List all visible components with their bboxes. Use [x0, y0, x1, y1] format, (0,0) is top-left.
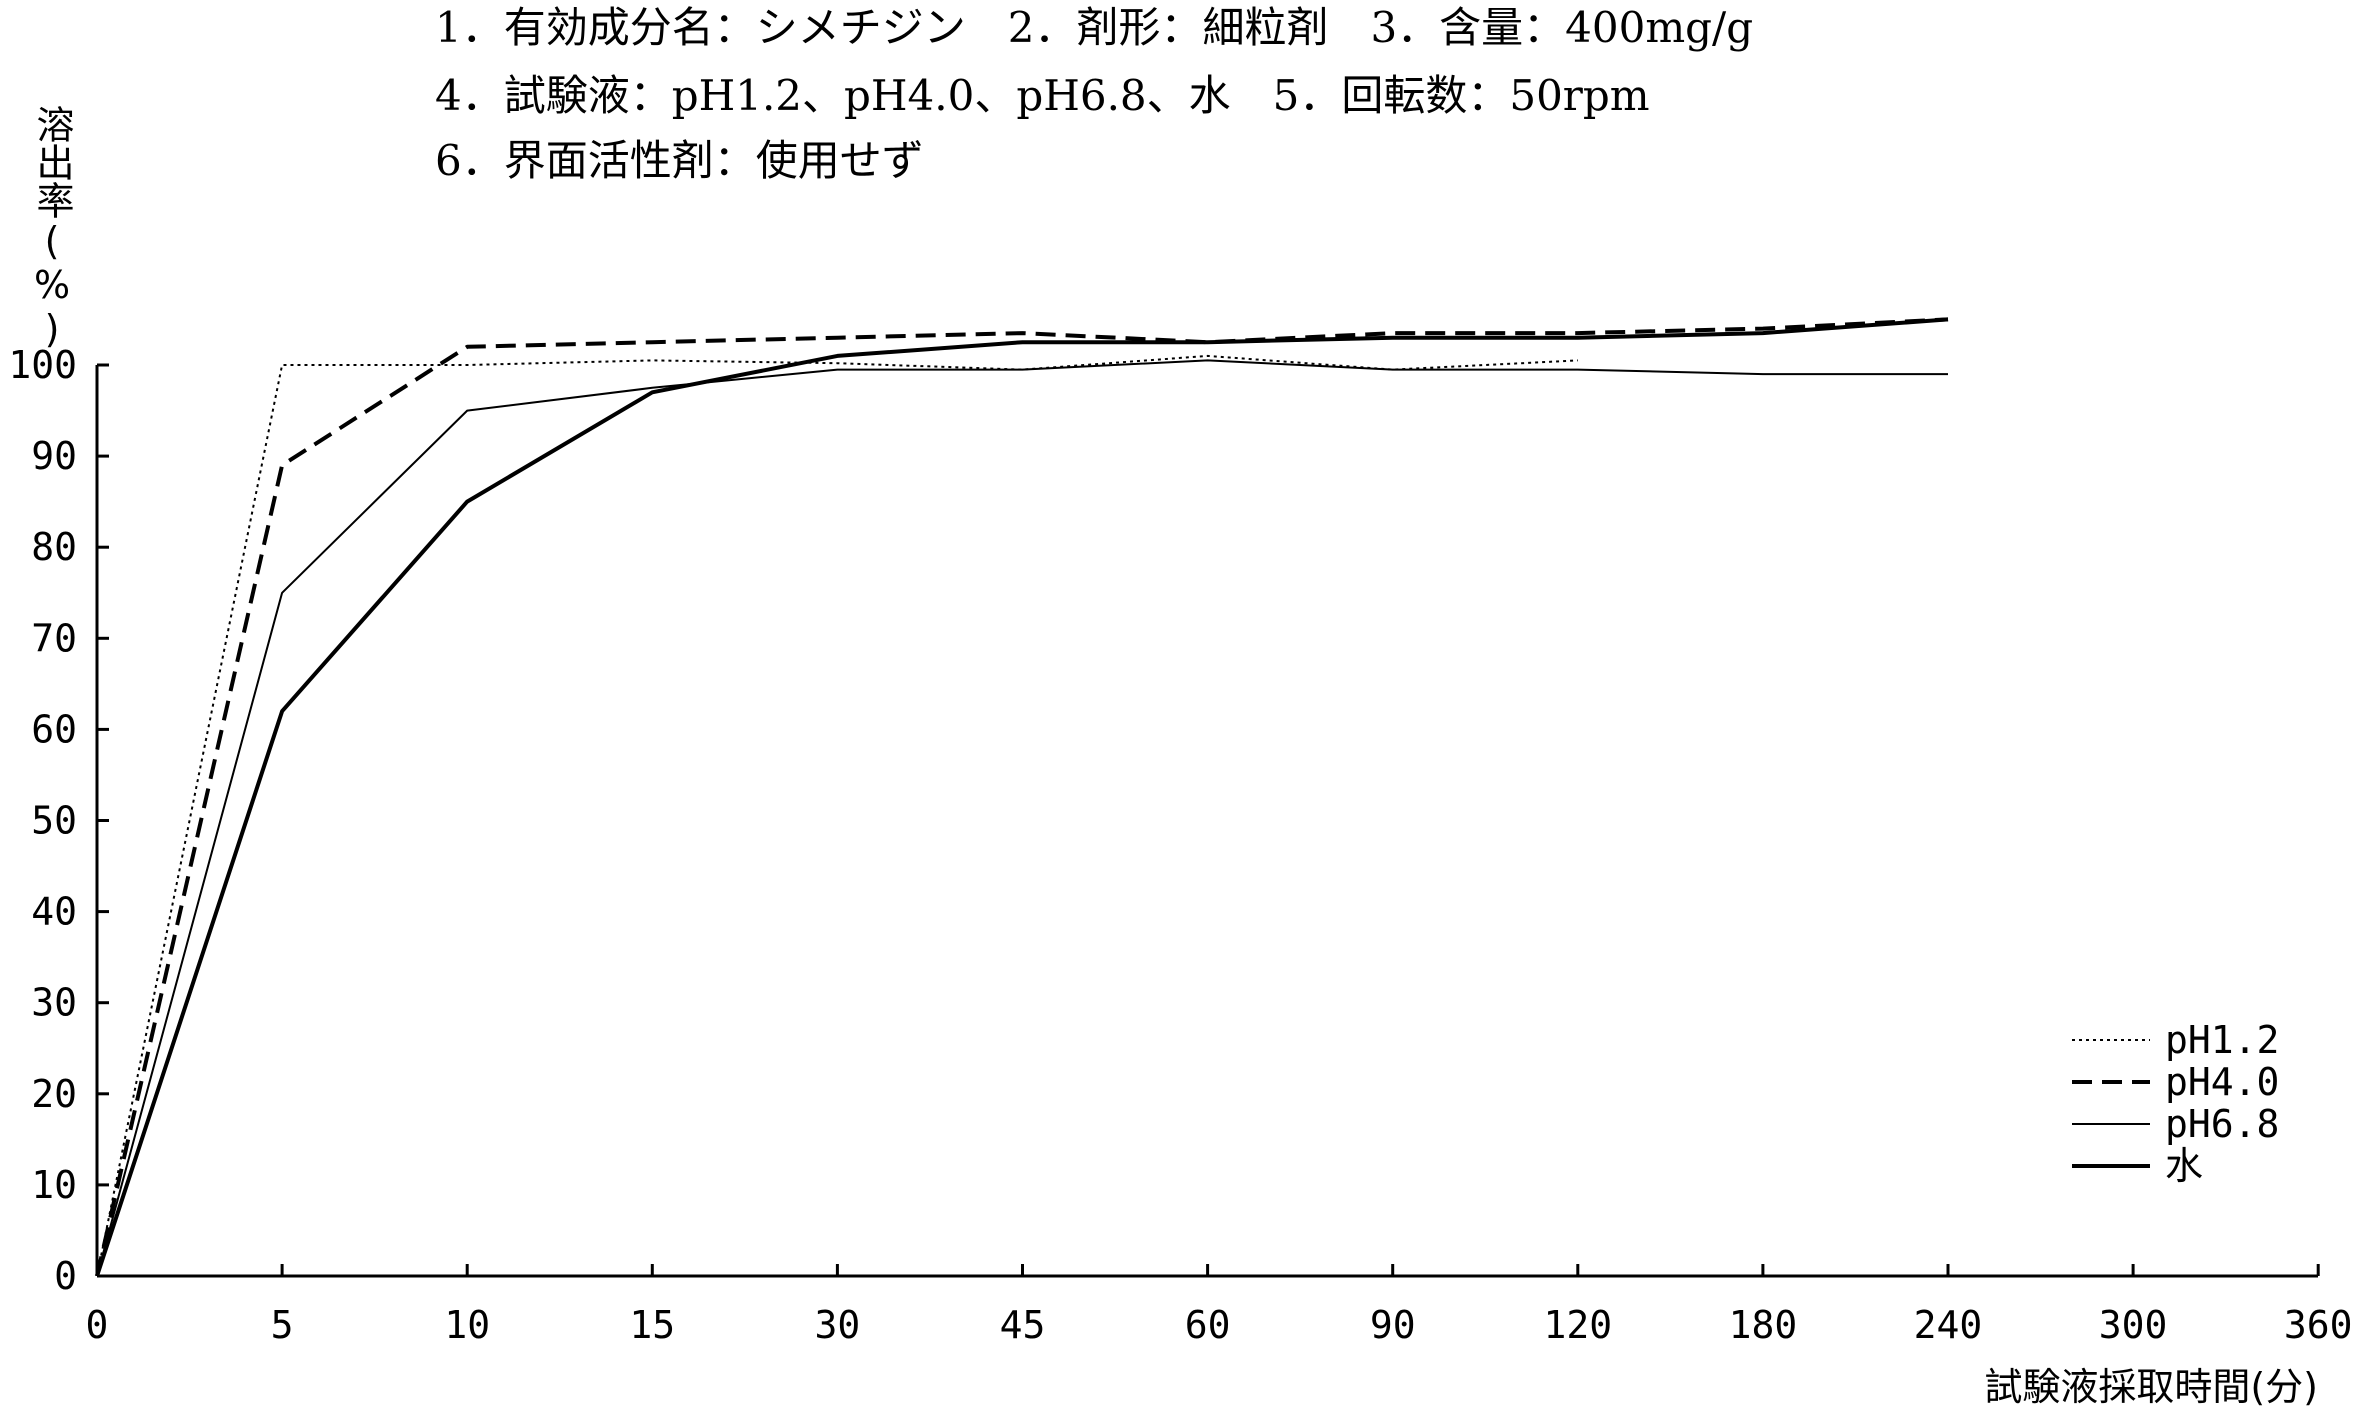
- x-tick-label: 30: [815, 1303, 861, 1347]
- x-tick-label: 45: [1000, 1303, 1046, 1347]
- series-line-0: [96, 354, 1578, 1277]
- legend-label-0: pH1.2: [2165, 1018, 2279, 1062]
- legend-label-2: pH6.8: [2165, 1102, 2279, 1146]
- header-line-1: 1．有効成分名：シメチジン 2．剤形：細粒剤 3．含量：400mg/g: [435, 3, 1753, 52]
- x-tick-label: 300: [2099, 1303, 2168, 1347]
- x-tick-label: 15: [629, 1303, 675, 1347]
- y-tick-label: 70: [31, 616, 77, 660]
- x-tick-label: 360: [2284, 1303, 2353, 1347]
- x-tick-label: 90: [1370, 1303, 1416, 1347]
- y-tick-label: 40: [31, 890, 77, 934]
- series-line-1: [95, 317, 1949, 1277]
- x-tick-label: 120: [1543, 1303, 1612, 1347]
- y-tick-label: 0: [54, 1254, 77, 1298]
- x-ticks: 0 5 10 15 30 45 60 90 120 180 240 300 360: [86, 1264, 2353, 1347]
- y-axis-label: 溶出率(%): [30, 105, 74, 351]
- x-axis-label: 試験液採取時間(分): [1984, 1365, 2318, 1409]
- y-tick-label: 60: [31, 707, 77, 751]
- y-tick-label: 30: [31, 981, 77, 1025]
- y-tick-label: 10: [31, 1163, 77, 1207]
- x-tick-label: 0: [86, 1303, 109, 1347]
- y-tick-label: 20: [31, 1072, 77, 1116]
- x-tick-label: 180: [1729, 1303, 1798, 1347]
- x-tick-label: 10: [444, 1303, 490, 1347]
- y-tick-label: 100: [8, 343, 77, 387]
- series-line-3: [95, 317, 1949, 1277]
- series-lines: [95, 317, 1949, 1277]
- y-ticks: 0 10 20 30 40 50 60 70 80 90 100: [8, 343, 109, 1298]
- x-tick-label: 5: [271, 1303, 294, 1347]
- y-tick-label: 80: [31, 525, 77, 569]
- series-line-2: [96, 359, 1948, 1277]
- x-tick-label: 240: [1914, 1303, 1983, 1347]
- y-tick-label: 50: [31, 799, 77, 843]
- header-line-2: 4．試験液：pH1.2、pH4.0、pH6.8、水 5．回転数：50rpm: [435, 71, 1650, 120]
- legend-label-3: 水: [2165, 1144, 2203, 1188]
- x-tick-label: 60: [1185, 1303, 1231, 1347]
- y-tick-label: 90: [31, 434, 77, 478]
- header-line-3: 6．界面活性剤：使用せず: [435, 136, 924, 185]
- legend-label-1: pH4.0: [2165, 1060, 2279, 1104]
